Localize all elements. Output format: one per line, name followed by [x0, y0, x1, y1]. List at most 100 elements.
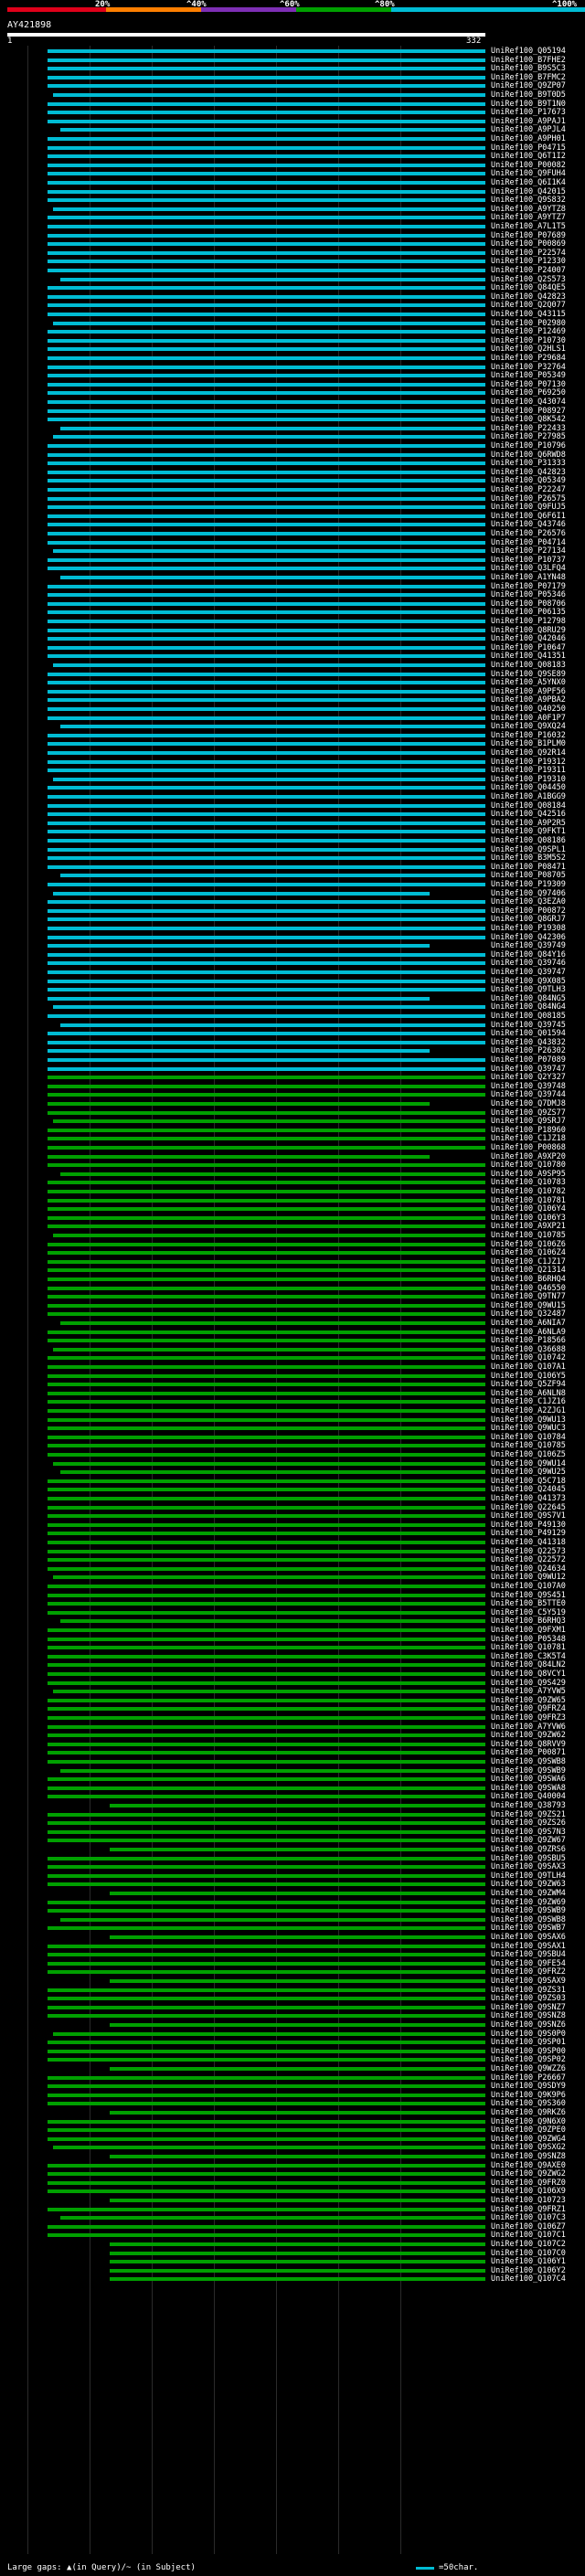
hit-label[interactable]: UniRef100_Q9ZS77 [491, 1108, 566, 1118]
hit-label[interactable]: UniRef100_A9XP20 [491, 1151, 566, 1161]
hit-bar[interactable] [48, 970, 485, 974]
hit-bar[interactable] [48, 908, 485, 913]
hit-bar[interactable] [60, 1321, 485, 1325]
hit-label[interactable]: UniRef100_Q43832 [491, 1037, 566, 1047]
hit-bar[interactable] [48, 1961, 485, 1966]
hit-bar[interactable] [48, 1786, 485, 1790]
hit-bar[interactable] [48, 1479, 485, 1483]
hit-label[interactable]: UniRef100_Q8RU29 [491, 625, 566, 635]
hit-bar[interactable] [48, 198, 485, 203]
hit-bar[interactable] [48, 917, 485, 922]
hit-label[interactable]: UniRef100_Q9ZS03 [491, 1994, 566, 2004]
hit-bar[interactable] [48, 1593, 485, 1597]
hit-bar[interactable] [48, 1953, 485, 1957]
hit-bar[interactable] [48, 2180, 485, 2185]
hit-bar[interactable] [48, 137, 485, 141]
hit-bar[interactable] [48, 672, 485, 676]
hit-label[interactable]: UniRef100_Q2S573 [491, 274, 566, 284]
hit-label[interactable]: UniRef100_Q10781 [491, 1643, 566, 1653]
hit-bar[interactable] [48, 1066, 485, 1071]
hit-bar[interactable] [48, 1558, 485, 1563]
hit-bar[interactable] [48, 961, 485, 966]
hit-bar[interactable] [53, 321, 485, 325]
hit-bar[interactable] [48, 1882, 485, 1887]
hit-bar[interactable] [48, 1093, 485, 1097]
hit-bar[interactable] [48, 1821, 485, 1826]
hit-bar[interactable] [48, 1102, 430, 1106]
hit-label[interactable]: UniRef100_A9YTZ8 [491, 204, 566, 214]
hit-label[interactable]: UniRef100_P00082 [491, 160, 566, 170]
hit-label[interactable]: UniRef100_Q42306 [491, 932, 566, 942]
hit-label[interactable]: UniRef100_Q9FRZ0 [491, 2178, 566, 2188]
hit-bar[interactable] [110, 2277, 485, 2282]
hit-bar[interactable] [53, 549, 485, 554]
hit-label[interactable]: UniRef100_Q43115 [491, 310, 566, 319]
hit-bar[interactable] [48, 1566, 485, 1571]
hit-label[interactable]: UniRef100_P00871 [491, 1748, 566, 1758]
hit-bar[interactable] [48, 830, 485, 834]
hit-label[interactable]: UniRef100_Q41351 [491, 652, 566, 662]
hit-bar[interactable] [48, 610, 485, 615]
hit-bar[interactable] [60, 1619, 485, 1624]
hit-bar[interactable] [60, 1023, 485, 1027]
hit-label[interactable]: UniRef100_C1JZ17 [491, 1256, 566, 1267]
hit-label[interactable]: UniRef100_Q24045 [491, 1485, 566, 1495]
hit-label[interactable]: UniRef100_Q10742 [491, 1353, 566, 1363]
hit-bar[interactable] [48, 1373, 485, 1378]
hit-label[interactable]: UniRef100_P08706 [491, 599, 566, 609]
hit-bar[interactable] [48, 1997, 485, 2001]
hit-label[interactable]: UniRef100_Q5ZF94 [491, 1380, 566, 1390]
hit-bar[interactable] [48, 839, 485, 843]
hit-label[interactable]: UniRef100_Q08185 [491, 1012, 566, 1021]
hit-bar[interactable] [48, 637, 485, 641]
hit-label[interactable]: UniRef100_P26667 [491, 2072, 566, 2083]
hit-label[interactable]: UniRef100_A2ZJG1 [491, 1406, 566, 1415]
hit-label[interactable]: UniRef100_Q107C4 [491, 2274, 566, 2284]
hit-label[interactable]: UniRef100_P49130 [491, 1520, 566, 1530]
hit-label[interactable]: UniRef100_Q9WU13 [491, 1415, 566, 1425]
hit-label[interactable]: UniRef100_Q39748 [491, 1081, 566, 1091]
hit-bar[interactable] [48, 101, 485, 106]
hit-bar[interactable] [48, 593, 485, 598]
hit-label[interactable]: UniRef100_B7FMC2 [491, 72, 566, 82]
hit-label[interactable]: UniRef100_Q04450 [491, 783, 566, 793]
hit-bar[interactable] [110, 2023, 485, 2027]
hit-bar[interactable] [48, 900, 485, 905]
hit-bar[interactable] [48, 2207, 485, 2211]
hit-label[interactable]: UniRef100_P10647 [491, 642, 566, 652]
hit-label[interactable]: UniRef100_Q9SWB8 [491, 1757, 566, 1766]
hit-label[interactable]: UniRef100_Q05349 [491, 476, 566, 486]
hit-label[interactable]: UniRef100_Q3LFQ4 [491, 564, 566, 574]
hit-label[interactable]: UniRef100_Q9S451 [491, 1590, 566, 1600]
hit-bar[interactable] [110, 2111, 485, 2115]
hit-bar[interactable] [48, 2128, 485, 2133]
hit-label[interactable]: UniRef100_Q9S7V1 [491, 1511, 566, 1521]
hit-label[interactable]: UniRef100_Q9FUH4 [491, 169, 566, 179]
hit-label[interactable]: UniRef100_Q9ZWG4 [491, 2134, 566, 2144]
hit-label[interactable]: UniRef100_Q9FXM1 [491, 1626, 566, 1635]
hit-label[interactable]: UniRef100_P18566 [491, 1336, 566, 1346]
hit-bar[interactable] [48, 514, 485, 518]
hit-bar[interactable] [110, 2067, 485, 2071]
hit-bar[interactable] [48, 847, 485, 852]
hit-label[interactable]: UniRef100_P29684 [491, 354, 566, 363]
hit-bar[interactable] [48, 269, 485, 272]
hit-bar[interactable] [48, 2119, 485, 2124]
hit-bar[interactable] [48, 1724, 485, 1729]
hit-bar[interactable] [48, 1680, 485, 1685]
hit-label[interactable]: UniRef100_B9T0D5 [491, 90, 566, 100]
hit-label[interactable]: UniRef100_A9PH01 [491, 134, 566, 143]
hit-label[interactable]: UniRef100_P26302 [491, 1046, 566, 1056]
hit-label[interactable]: UniRef100_Q107C0 [491, 2248, 566, 2258]
hit-bar[interactable] [48, 1760, 485, 1764]
hit-bar[interactable] [60, 128, 485, 133]
hit-bar[interactable] [48, 330, 485, 334]
hit-bar[interactable] [48, 716, 485, 720]
hit-bar[interactable] [48, 225, 485, 228]
hit-label[interactable]: UniRef100_Q106X9 [491, 2187, 566, 2197]
hit-label[interactable]: UniRef100_Q9ZS26 [491, 1818, 566, 1829]
hit-bar[interactable] [48, 58, 485, 62]
hit-label[interactable]: UniRef100_Q9SP02 [491, 2055, 566, 2065]
hit-label[interactable]: UniRef100_C5Y519 [491, 1607, 566, 1617]
hit-label[interactable]: UniRef100_Q9ZW69 [491, 1897, 566, 1907]
